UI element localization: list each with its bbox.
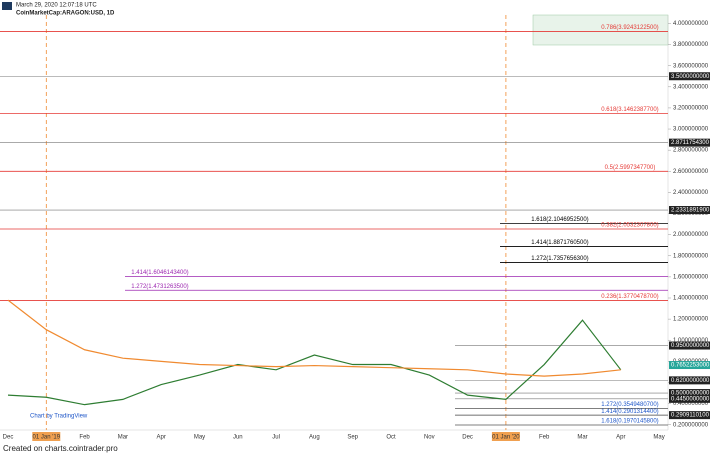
price-label: 0.5000000000 [671,391,710,397]
x-tick-label: Jun [233,435,243,441]
x-tick-label: 01 Jan '20 [492,435,520,441]
y-tick-label: 3.400000000 [673,84,709,90]
level-label: 0.786(3.9243122500) [601,25,658,31]
price-box [669,138,710,147]
y-tick-label: 2.400000000 [673,190,709,196]
level-label: 1.618(0.1970145800) [601,419,658,425]
price-label: 0.6200000000 [671,378,710,384]
x-tick-label: Apr [616,435,625,441]
y-tick-label: 4.000000000 [673,21,709,27]
x-tick-label: Feb [539,435,550,441]
price-label: 0.4450000000 [671,396,710,402]
price-box [669,206,710,215]
price-box [669,394,710,403]
y-tick-label: 2.000000000 [673,232,709,238]
y-tick-label: 3.800000000 [673,42,709,48]
price-label: 0.9500000000 [671,343,710,349]
watermark: Chart by TradingView [30,414,88,420]
price-label: 0.7652253000 [671,363,710,369]
price-label: 3.5000000000 [671,74,710,80]
price-label: 2.2331891900 [671,208,710,214]
price-box [669,411,710,420]
zone-box [532,14,669,46]
x-tick-label: 01 Jan '19 [33,435,61,441]
x-tick-label: Mar [118,435,128,441]
level-label: 1.414(1.6046143400) [131,270,188,276]
y-tick-label: 1.800000000 [673,253,709,259]
footer: Created on charts.cointrader.pro [3,444,118,453]
symbol: CoinMarketCap:ARAGON:USD, 1D [16,11,115,17]
level-label: 1.414(1.8871760500) [531,240,588,246]
x-tick-label: Feb [79,435,90,441]
price-series [7,319,622,406]
y-tick-label: 1.200000000 [673,317,709,323]
x-tick-label: Mar [577,435,587,441]
x-tick-label: Oct [386,435,396,441]
price-box [669,389,710,398]
y-tick-label: 2.600000000 [673,169,709,175]
price-box [669,376,710,385]
level-label: 1.414(0.2901314400) [601,409,658,415]
x-tick-label: May [653,435,664,441]
y-tick-label: 3.200000000 [673,106,709,112]
price-box [669,361,710,370]
y-tick-label: 3.600000000 [673,63,709,69]
level-label: 0.618(3.1462387700) [601,107,658,113]
y-tick-label: 1.000000000 [673,338,709,344]
price-box [669,341,710,350]
timestamp: March 29, 2020 12:07:18 UTC [16,3,97,9]
y-tick-label: 3.000000000 [673,127,709,133]
y-tick-label: 1.400000000 [673,296,709,302]
level-label: 1.272(1.7357656300) [531,256,588,262]
x-tick-label: Dec [462,435,473,441]
y-tick-label: 0.400000000 [673,401,709,407]
y-tick-label: 2.200000000 [673,211,709,217]
y-tick-label: 1.600000000 [673,274,709,280]
x-tick-label: Dec [3,435,14,441]
level-label: 0.382(2.0532307800) [601,223,658,229]
x-tick-label: Apr [157,435,166,441]
level-label: 1.618(2.1046952500) [531,217,588,223]
price-box [669,72,710,81]
price-label: 0.2909110100 [671,413,710,419]
level-label: 0.5(2.5997347700) [605,165,656,171]
level-label: 0.236(1.3770478700) [601,294,658,300]
x-tick-label: Aug [309,435,320,441]
price-series [7,299,621,377]
x-tick-label: Sep [347,435,358,441]
price-label: 2.8711754300 [671,140,710,146]
y-tick-label: 2.800000000 [673,148,709,154]
x-tick-label: Nov [424,435,435,441]
date-box [491,432,520,441]
y-tick-label: 0.200000000 [673,422,709,428]
x-tick-label: Jul [272,435,280,441]
x-tick-label: May [194,435,205,441]
level-label: 1.272(1.4731263500) [131,284,188,290]
logo [2,2,12,10]
date-box [32,432,61,441]
level-label: 1.272(0.3549480700) [601,402,658,408]
